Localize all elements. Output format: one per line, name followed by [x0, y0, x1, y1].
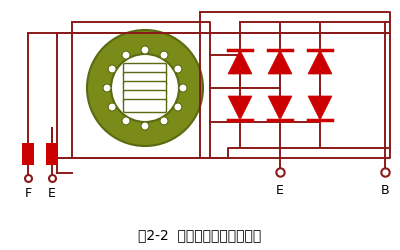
- Circle shape: [160, 51, 168, 59]
- Circle shape: [141, 46, 149, 54]
- Polygon shape: [308, 96, 332, 120]
- Circle shape: [111, 54, 179, 122]
- Polygon shape: [308, 50, 332, 74]
- FancyBboxPatch shape: [124, 90, 166, 104]
- Polygon shape: [268, 50, 292, 74]
- Circle shape: [174, 103, 182, 111]
- Text: 图2-2  交流发电机工作原理图: 图2-2 交流发电机工作原理图: [138, 228, 262, 242]
- FancyBboxPatch shape: [124, 100, 166, 112]
- Bar: [22, 143, 34, 165]
- Circle shape: [122, 51, 130, 59]
- Bar: [46, 143, 58, 165]
- Circle shape: [108, 103, 116, 111]
- Polygon shape: [228, 50, 252, 74]
- Circle shape: [179, 84, 187, 92]
- Circle shape: [87, 30, 203, 146]
- Text: E: E: [48, 187, 56, 200]
- FancyBboxPatch shape: [124, 64, 166, 76]
- Circle shape: [174, 65, 182, 73]
- Text: B: B: [381, 184, 389, 197]
- Polygon shape: [268, 96, 292, 120]
- Circle shape: [141, 122, 149, 130]
- FancyBboxPatch shape: [124, 82, 166, 94]
- Polygon shape: [228, 96, 252, 120]
- Text: F: F: [24, 187, 32, 200]
- Circle shape: [108, 65, 116, 73]
- Circle shape: [160, 117, 168, 125]
- Circle shape: [103, 84, 111, 92]
- FancyBboxPatch shape: [124, 72, 166, 86]
- Text: E: E: [276, 184, 284, 197]
- Circle shape: [122, 117, 130, 125]
